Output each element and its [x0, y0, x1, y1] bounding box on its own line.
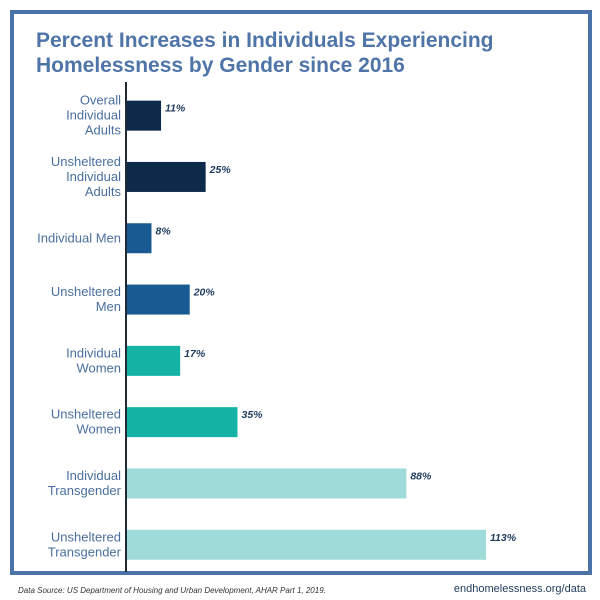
- value-label-6: 35%: [242, 409, 264, 421]
- category-label-1: Overall Individual Adults: [66, 93, 121, 138]
- bar-6: [126, 407, 238, 438]
- data-source-note: Data Source: US Department of Housing an…: [18, 586, 326, 595]
- bar-8: [126, 529, 486, 560]
- category-label-3: Individual Men: [37, 230, 121, 245]
- category-label-8: Unsheltered Transgender: [48, 529, 122, 559]
- value-label-2: 25%: [209, 164, 232, 176]
- value-label-7: 88%: [410, 470, 432, 482]
- bar-4: [126, 284, 190, 315]
- category-label-7: Individual Transgender: [48, 468, 122, 498]
- value-label-1: 11%: [165, 103, 186, 115]
- value-label-3: 8%: [155, 225, 171, 237]
- bar-5: [126, 345, 181, 376]
- bar-3: [126, 223, 152, 254]
- bar-1: [126, 100, 162, 131]
- site-link[interactable]: endhomelessness.org/data: [453, 583, 586, 595]
- value-label-8: 113%: [490, 532, 517, 544]
- category-label-4: Unsheltered Men: [51, 284, 121, 314]
- category-label-6: Unsheltered Women: [51, 407, 121, 437]
- category-label-5: Individual Women: [66, 345, 121, 375]
- bar-7: [126, 468, 407, 499]
- category-label-2: Unsheltered Individual Adults: [51, 154, 122, 199]
- value-label-4: 20%: [193, 287, 216, 299]
- value-label-5: 17%: [184, 348, 206, 360]
- bar-2: [126, 161, 206, 192]
- chart-title: Percent Increases in Individuals Experie…: [36, 29, 494, 77]
